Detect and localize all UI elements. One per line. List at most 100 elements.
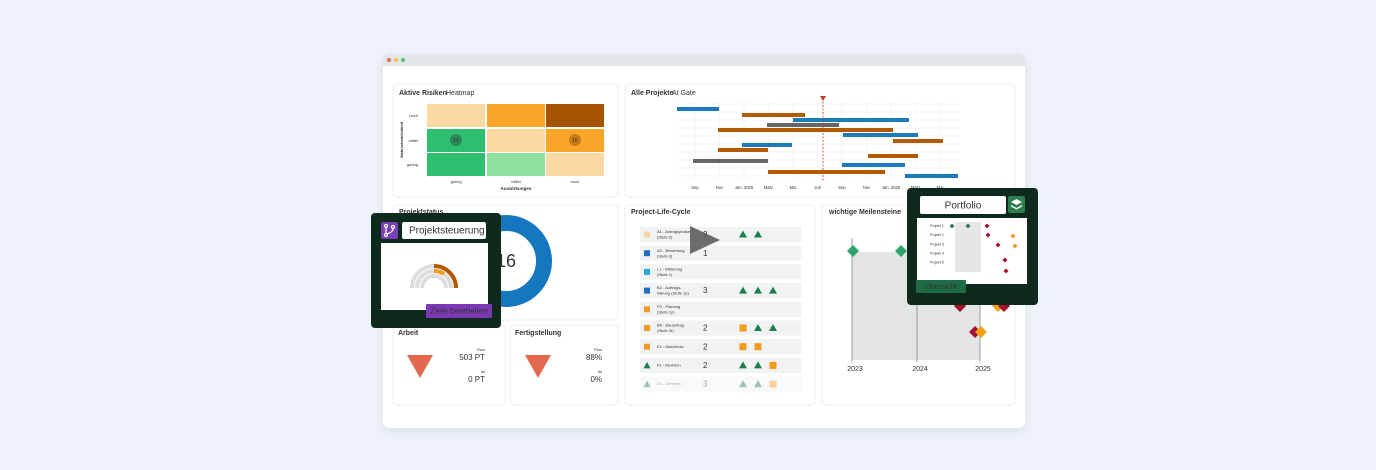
phase-stage: (Stufe 3r) [657,328,674,333]
milestone [975,326,987,338]
phase-count: 1 [703,249,708,258]
risk-count: 16 [572,138,578,144]
gantt-bar [742,113,805,117]
month-label: März [911,185,920,190]
col-label: mittel [511,179,521,184]
heat-cell[interactable] [487,104,545,127]
month-label: Nov [716,185,724,190]
heatmap: hoch mittel gering gering mittel hoch 14 16 [407,104,604,184]
panel-title: Alle Projekte [631,90,674,97]
phase-icon [644,343,650,350]
milestone [1003,268,1009,274]
row-bg [640,264,801,280]
phase-row: Z1 - Gremien 3 [640,376,801,392]
phase-count: 3 [703,380,708,389]
gantt-bar [893,139,943,143]
project-label: Projekt 4 [930,252,944,256]
label: Ist [481,369,486,374]
label: Ist [598,369,603,374]
status-marker [754,324,762,331]
row-bg [640,357,801,373]
today-marker [820,96,826,101]
milestone [1010,233,1016,239]
heat-cell[interactable] [546,104,604,127]
icon [381,222,398,239]
y-axis-label: Wahrscheinlichkeit [399,121,404,158]
x-axis-label: Auswirkungen [500,186,531,191]
icon-glyph [383,223,396,238]
card-title: Projektsteuerung [409,226,485,237]
month-label: Juli [814,185,820,190]
phase-icon [643,380,651,388]
col-label: gering [450,179,461,184]
card-title: Portfolio [945,201,982,212]
status-marker [739,343,747,351]
panel-title: Aktive Risiken [399,90,447,97]
panel-title: Fertigstellung [515,330,561,337]
row-bg [640,339,801,355]
phase-count: 3 [703,286,708,295]
panel-subtitle: At Gate [672,90,696,97]
col-label: hoch [571,179,580,184]
play-button[interactable] [690,226,720,254]
row-bg [640,245,801,261]
gantt-bar [693,159,768,163]
phase-label: E1 - Abschluss [657,344,683,349]
phase-icon [644,325,650,331]
phase-row: B2 - Auftrags-klärung (Stufe 1p) 3 [640,283,801,299]
phase-icon [644,287,650,294]
milestone [984,223,990,229]
year-label: 2023 [847,366,863,373]
heat-cell[interactable] [487,129,545,152]
value: 88% [586,353,602,362]
status-marker [769,361,777,369]
heat-cell[interactable] [427,153,485,176]
panel-title: Projektstatus [399,209,443,216]
phase-icon [644,250,650,257]
phase-count: 2 [703,342,708,351]
phase-label: F1 - Revision [657,362,681,367]
milestone [985,232,991,238]
button[interactable] [426,304,492,318]
gantt-bar [905,174,958,178]
phase-icon [644,306,650,313]
phase-row: E1 - Abschluss 2 [640,339,801,355]
phase-row: L1 - Initiierung(Stufe 1) [640,264,801,280]
heat-cell[interactable] [427,104,485,127]
panel [624,83,1016,198]
status-marker [739,380,747,388]
panel-subtitle: Heatmap [446,90,475,97]
panel [392,324,506,406]
gantt: Sep Nov Jan. 2025 März Mai Juli Sep Nov Jan. 202… [677,96,958,190]
heat-cell[interactable] [546,153,604,176]
label: Plan [477,347,485,352]
gantt-bar [843,133,918,137]
phase-label: P3 - Planung [657,304,680,309]
month-label: März [764,185,773,190]
milestone [1002,257,1008,263]
gantt-bar [718,128,893,132]
risk-badge [569,134,581,146]
row-label: mittel [408,138,418,143]
button-label[interactable]: Ziele bearbeiten [430,307,487,316]
heat-cell[interactable] [487,153,545,176]
phase-icon [643,361,651,369]
gantt-bar [718,148,768,152]
row-bg [640,376,801,392]
project-label: Projekt 3 [930,242,944,246]
status-marker [739,230,747,238]
phase-label: B5 - Bauantrag [657,323,684,328]
panel [509,324,619,406]
phase-count: 2 [703,324,708,333]
value: 503 PT [459,353,485,362]
phase-row: B5 - Bauantrag(Stufe 3r) 2 [640,320,801,336]
status-marker [754,361,762,369]
button[interactable] [916,280,966,293]
button-label[interactable]: Übersicht [925,282,958,291]
month-label: Jan. 2025 [735,185,754,190]
window-dot [401,58,405,62]
panel-title: Arbeit [398,330,419,337]
phase-label: A2 - Bewertung [657,248,685,253]
status-marker [739,286,747,294]
